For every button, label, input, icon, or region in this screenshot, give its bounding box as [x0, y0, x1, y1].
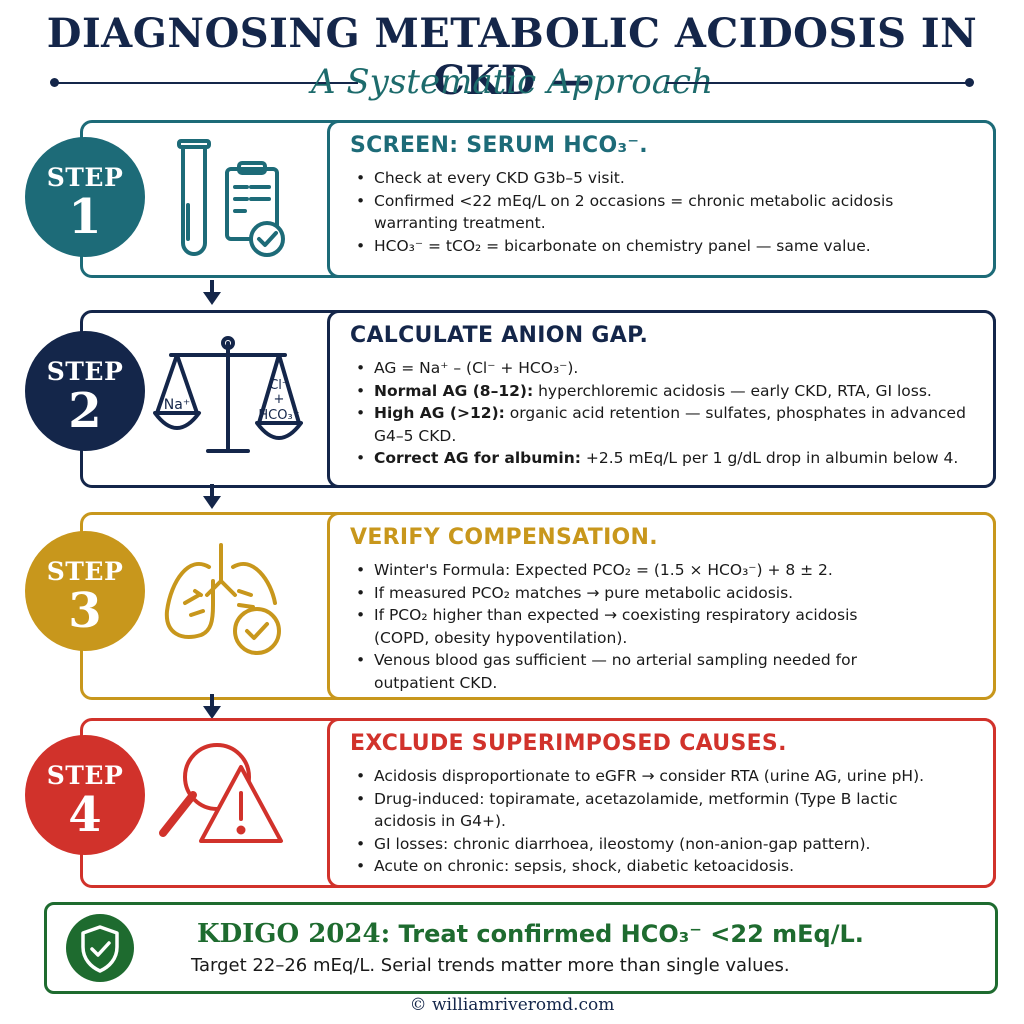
- kdigo-text: Treat confirmed HCO₃⁻ <22 mEq/L.: [390, 920, 864, 948]
- step-badge-number: 2: [68, 383, 102, 439]
- step-1-badge: STEP 1: [25, 137, 145, 257]
- step-3-card: STEP 3 VERIFY COMPENSATION. Winter's For…: [25, 512, 996, 700]
- bullet-item: Venous blood gas sufficient — no arteria…: [354, 649, 914, 694]
- balance-scale-icon: Na⁺ Cl⁻ + HCO₃⁻: [153, 336, 303, 453]
- step-2-bullets: AG = Na⁺ – (Cl⁻ + HCO₃⁻). Normal AG (8–1…: [354, 357, 974, 470]
- bullet-item: High AG (>12): organic acid retention — …: [354, 402, 974, 447]
- bullet-item: Winter's Formula: Expected PCO₂ = (1.5 ×…: [354, 559, 914, 582]
- magnifier-warning-icon: [159, 743, 283, 843]
- step-2-content: CALCULATE ANION GAP. AG = Na⁺ – (Cl⁻ + H…: [327, 310, 996, 488]
- step-4-badge: STEP 4: [25, 735, 145, 855]
- bullet-item: GI losses: chronic diarrhoea, ileostomy …: [354, 833, 954, 856]
- divider-dot: [50, 78, 59, 87]
- bullet-item: Confirmed <22 mEq/L on 2 occasions = chr…: [354, 190, 974, 235]
- step-2-card: STEP 2 Na⁺ Cl⁻ + HCO₃⁻ CALCULATE ANION G…: [25, 310, 996, 488]
- step-badge-word: STEP: [46, 557, 124, 586]
- kdigo-prefix: KDIGO 2024:: [197, 919, 391, 949]
- step-1-content: SCREEN: SERUM HCO₃⁻. Check at every CKD …: [327, 120, 996, 278]
- page-title: DIAGNOSING METABOLIC ACIDOSIS IN CKD —: [46, 10, 978, 104]
- step-3-heading: VERIFY COMPENSATION.: [350, 525, 658, 550]
- bullet-item: Correct AG for albumin: +2.5 mEq/L per 1…: [354, 447, 974, 470]
- kdigo-subtext: Target 22–26 mEq/L. Serial trends matter…: [191, 955, 790, 976]
- step-2-heading: CALCULATE ANION GAP.: [350, 323, 649, 348]
- page-subtitle: A Systematic Approach: [310, 62, 713, 102]
- step-1-bullets: Check at every CKD G3b–5 visit. Confirme…: [354, 167, 974, 257]
- scale-right-label: Cl⁻: [269, 378, 289, 393]
- step-3-bullets: Winter's Formula: Expected PCO₂ = (1.5 ×…: [354, 559, 914, 694]
- down-arrow-icon: [203, 694, 221, 719]
- lungs-check-icon: [164, 543, 281, 655]
- step-badge-word: STEP: [46, 163, 124, 192]
- kdigo-recommendation-box: KDIGO 2024: Treat confirmed HCO₃⁻ <22 mE…: [44, 902, 998, 994]
- subtitle-row: A Systematic Approach: [50, 62, 974, 106]
- bullet-item: Acidosis disproportionate to eGFR → cons…: [354, 765, 954, 788]
- step-4-heading: EXCLUDE SUPERIMPOSED CAUSES.: [350, 731, 787, 756]
- bullet-item: If measured PCO₂ matches → pure metaboli…: [354, 582, 914, 605]
- step-3-badge: STEP 3: [25, 531, 145, 651]
- down-arrow-icon: [203, 280, 221, 305]
- step-badge-word: STEP: [46, 761, 124, 790]
- step-badge-number: 1: [68, 189, 102, 245]
- divider-dot: [965, 78, 974, 87]
- scale-left-label: Na⁺: [164, 397, 190, 413]
- bullet-item: AG = Na⁺ – (Cl⁻ + HCO₃⁻).: [354, 357, 974, 380]
- step-1-card: STEP 1 SCREEN: SERUM HCO₃⁻. Check at eve…: [25, 120, 996, 278]
- step-badge-number: 3: [68, 583, 102, 639]
- divider-line: [666, 82, 966, 84]
- step-badge-word: STEP: [46, 357, 124, 386]
- footer-copyright: © williamriveromd.com: [409, 995, 615, 1015]
- bullet-item: HCO₃⁻ = tCO₂ = bicarbonate on chemistry …: [354, 235, 974, 258]
- scale-right-label: HCO₃⁻: [258, 408, 299, 423]
- step-4-content: EXCLUDE SUPERIMPOSED CAUSES. Acidosis di…: [327, 718, 996, 888]
- bullet-item: Check at every CKD G3b–5 visit.: [354, 167, 974, 190]
- step-badge-number: 4: [68, 787, 102, 843]
- bullet-item: Acute on chronic: sepsis, shock, diabeti…: [354, 855, 954, 878]
- step-4-card: STEP 4 EXCLUDE SUPERIMPOSED CAUSES. Acid…: [25, 718, 996, 888]
- scale-right-label: +: [274, 392, 285, 407]
- bullet-item: If PCO₂ higher than expected → coexistin…: [354, 604, 914, 649]
- step-2-badge: STEP 2: [25, 331, 145, 451]
- step-3-content: VERIFY COMPENSATION. Winter's Formula: E…: [327, 512, 996, 700]
- kdigo-heading: KDIGO 2024: Treat confirmed HCO₃⁻ <22 mE…: [197, 919, 864, 949]
- bullet-item: Drug-induced: topiramate, acetazolamide,…: [354, 788, 954, 833]
- test-tube-clipboard-check-icon: [177, 139, 285, 257]
- divider-line: [58, 82, 358, 84]
- shield-check-icon: [66, 914, 134, 982]
- down-arrow-icon: [203, 484, 221, 509]
- step-1-heading: SCREEN: SERUM HCO₃⁻.: [350, 133, 648, 158]
- step-4-bullets: Acidosis disproportionate to eGFR → cons…: [354, 765, 954, 878]
- bullet-item: Normal AG (8–12): hyperchloremic acidosi…: [354, 380, 974, 403]
